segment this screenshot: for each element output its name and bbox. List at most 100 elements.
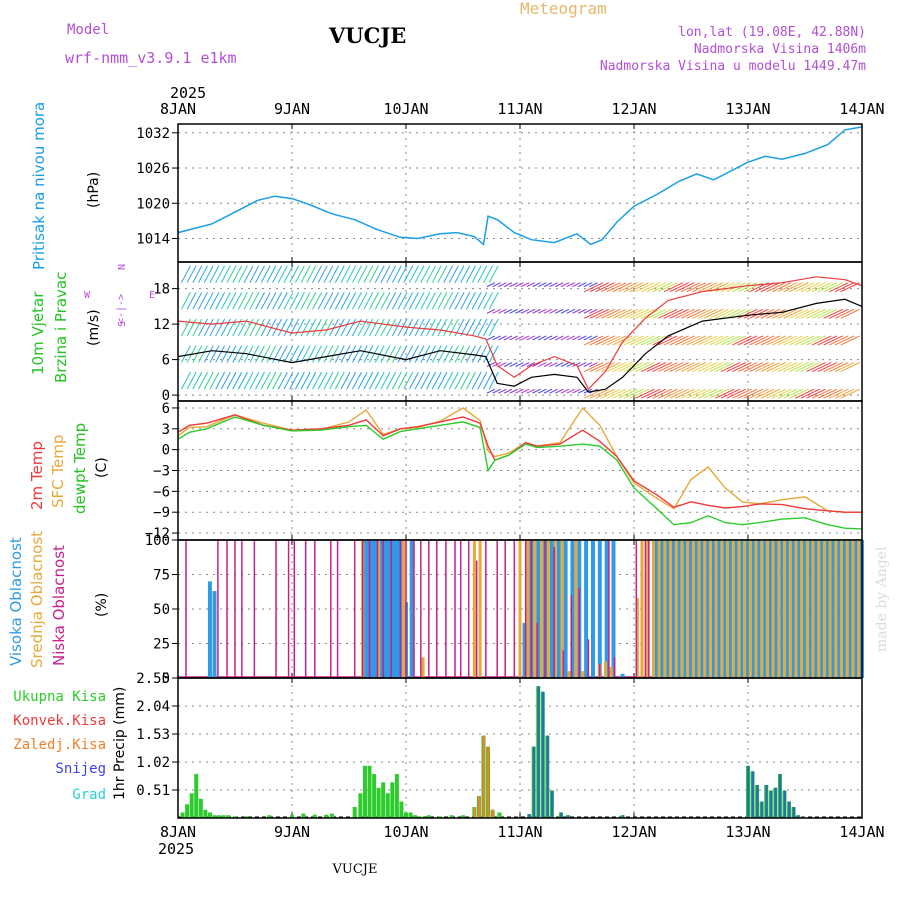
wind-vector bbox=[743, 388, 764, 399]
wind-vector bbox=[312, 318, 322, 337]
wind-vector bbox=[443, 265, 454, 283]
wind-speed-line bbox=[177, 298, 863, 393]
wind-vector bbox=[471, 318, 482, 337]
wind-vector bbox=[503, 335, 513, 341]
wind-vector bbox=[560, 388, 570, 394]
wind-vector bbox=[209, 265, 220, 283]
wind-vector bbox=[703, 362, 724, 373]
total-precip-bar bbox=[194, 774, 199, 818]
wind-vector bbox=[283, 345, 294, 363]
wind-vector bbox=[289, 371, 300, 390]
wind-vector bbox=[840, 335, 860, 346]
high-cloud-bar bbox=[556, 540, 561, 678]
wind-vector bbox=[641, 282, 661, 293]
wind-vector bbox=[709, 335, 729, 346]
mid-cloud-bar bbox=[811, 540, 815, 678]
wind-vector bbox=[369, 345, 379, 363]
total-precip-bar bbox=[417, 816, 422, 818]
wind-vector bbox=[595, 282, 615, 293]
wind-vector bbox=[488, 345, 499, 363]
wind-vector bbox=[675, 282, 695, 293]
wind-vector bbox=[737, 335, 758, 346]
low-cloud-bar bbox=[467, 540, 470, 678]
wind-vector bbox=[520, 308, 530, 314]
low-cloud-bar bbox=[420, 540, 422, 678]
low-cloud-bar bbox=[608, 540, 610, 678]
wind-vector bbox=[492, 388, 501, 394]
wind-vector bbox=[334, 292, 345, 310]
y-tick-label: 75 bbox=[153, 568, 170, 584]
wind-vector bbox=[443, 292, 454, 310]
wind-vector bbox=[509, 388, 518, 394]
high-cloud-bar bbox=[763, 540, 768, 678]
wind-vector bbox=[363, 345, 374, 363]
high-cloud-bar bbox=[570, 540, 575, 678]
wind-vector bbox=[203, 318, 214, 337]
low-cloud-bar bbox=[405, 540, 407, 678]
wind-vector bbox=[560, 335, 570, 341]
wind-vector bbox=[386, 292, 397, 310]
wind-vector bbox=[583, 362, 593, 368]
total-precip-bar bbox=[408, 812, 413, 818]
wind-vector bbox=[243, 371, 254, 390]
wind-vector bbox=[658, 308, 678, 319]
wind-vector bbox=[380, 292, 391, 310]
wind-vector bbox=[203, 292, 214, 310]
wind-vector bbox=[812, 308, 832, 319]
high-cloud-bar bbox=[388, 540, 393, 678]
top-day-label: 14JAN bbox=[839, 100, 884, 118]
mid-cloud-bar bbox=[822, 540, 826, 678]
high-cloud-bar bbox=[774, 540, 779, 678]
wind-vector bbox=[560, 362, 570, 368]
wind-vector bbox=[709, 308, 729, 319]
wind-vector bbox=[498, 308, 507, 314]
wind-vector bbox=[595, 335, 615, 346]
y-tick-label: 25 bbox=[153, 637, 170, 653]
wind-vector bbox=[766, 388, 786, 399]
wind-vector bbox=[357, 265, 368, 283]
wind-vector bbox=[777, 335, 798, 346]
wind-vector bbox=[317, 318, 328, 337]
temp-unit: (C) bbox=[94, 457, 110, 478]
wind-vector bbox=[800, 335, 821, 346]
wind-vector bbox=[601, 335, 621, 346]
wind-vector bbox=[255, 292, 265, 310]
low-cloud-bar bbox=[217, 540, 219, 678]
low-cloud-bar bbox=[648, 540, 650, 678]
wind-vector bbox=[448, 318, 459, 337]
wind-vector bbox=[237, 371, 248, 390]
mid-cloud-bar bbox=[651, 540, 655, 678]
high-cloud-bar bbox=[660, 540, 665, 678]
low-cloud-bar bbox=[226, 540, 228, 678]
wind-vector bbox=[380, 265, 391, 283]
wind-vector bbox=[549, 362, 558, 368]
wind-vector bbox=[772, 388, 792, 399]
snow-precip-bar bbox=[756, 785, 759, 818]
wind-vector bbox=[351, 345, 362, 363]
wind-vector bbox=[357, 292, 368, 310]
y-tick-label: −9 bbox=[153, 505, 170, 521]
wind-vector bbox=[800, 362, 821, 373]
wind-vector bbox=[443, 345, 454, 363]
wind-vector bbox=[317, 292, 328, 310]
wind-vector bbox=[823, 362, 843, 373]
mid-cloud-bar bbox=[553, 540, 557, 678]
wind-vector bbox=[329, 345, 340, 363]
wind-vector bbox=[583, 282, 593, 288]
wind-vector bbox=[346, 345, 357, 363]
wind-vector bbox=[715, 282, 735, 293]
wind-vector bbox=[437, 292, 448, 310]
total-precip-bar bbox=[461, 815, 465, 818]
top-day-label: 10JAN bbox=[383, 100, 428, 118]
wind-vector bbox=[663, 388, 684, 399]
wind-vector bbox=[397, 265, 408, 283]
wind-vector bbox=[272, 318, 283, 337]
wind-vector bbox=[800, 308, 821, 319]
wind-vector bbox=[675, 388, 695, 399]
low-cloud-bar bbox=[361, 540, 364, 678]
snow-precip-bar bbox=[528, 814, 531, 818]
wind-vector bbox=[800, 388, 821, 399]
wind-vector bbox=[806, 362, 826, 373]
wind-vector bbox=[646, 335, 667, 346]
wind-vector bbox=[255, 318, 265, 337]
